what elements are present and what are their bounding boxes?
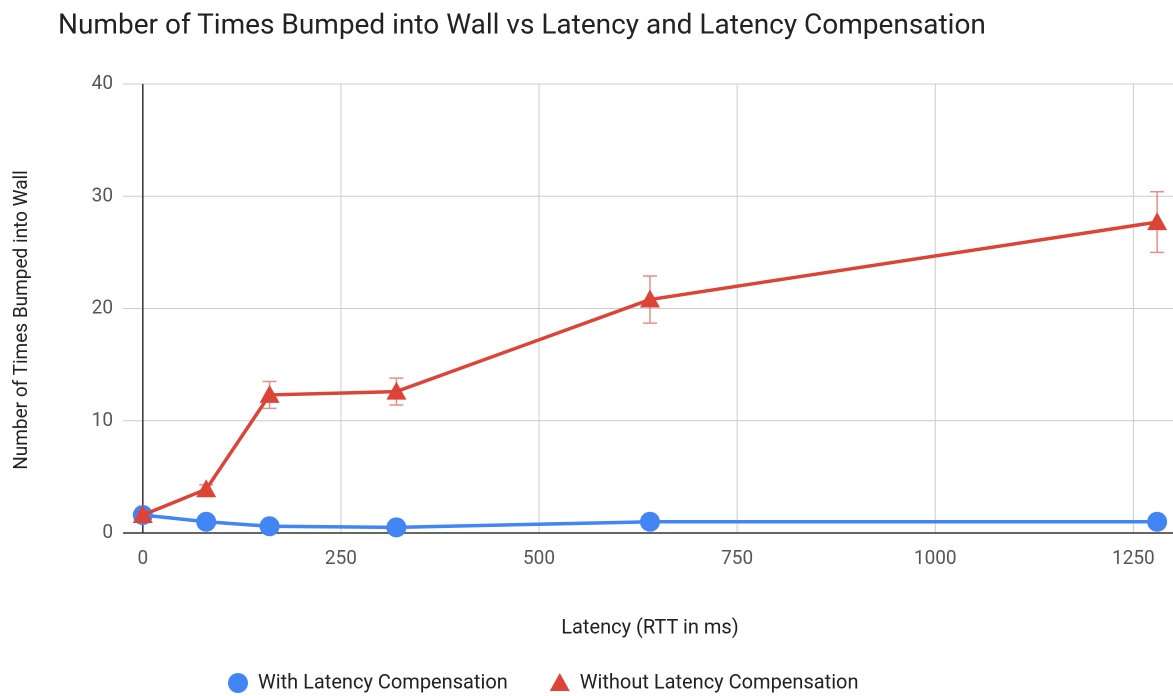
point [259, 516, 280, 537]
legend-swatch [549, 673, 570, 691]
point [196, 479, 217, 498]
legend-swatch [228, 673, 248, 693]
y-axis-label: Number of Times Bumped into Wall [9, 170, 32, 470]
point [639, 511, 660, 532]
point [1147, 511, 1168, 532]
x-tick-label: 1250 [1112, 546, 1155, 569]
y-tick-label: 0 [102, 520, 113, 543]
point [132, 505, 153, 524]
y-tick-label: 30 [92, 183, 113, 206]
chart-title: Number of Times Bumped into Wall vs Late… [58, 7, 986, 40]
point [386, 517, 407, 538]
y-tick-label: 40 [92, 71, 113, 94]
x-tick-label: 500 [523, 546, 555, 569]
y-tick-label: 10 [92, 408, 113, 431]
point [639, 289, 660, 308]
point [196, 511, 217, 532]
legend-label: Without Latency Compensation [580, 669, 859, 693]
x-axis-label: Latency (RTT in ms) [561, 614, 738, 638]
x-tick-label: 750 [721, 546, 753, 569]
point [1147, 212, 1168, 231]
x-tick-label: 0 [137, 546, 148, 569]
series-line [142, 513, 1158, 530]
x-tick-label: 250 [325, 546, 357, 569]
point [259, 384, 280, 403]
legend-label: With Latency Compensation [258, 669, 508, 693]
point [386, 381, 407, 400]
x-tick-label: 1000 [914, 546, 957, 569]
series-line [142, 220, 1158, 517]
y-tick-label: 20 [92, 296, 113, 319]
